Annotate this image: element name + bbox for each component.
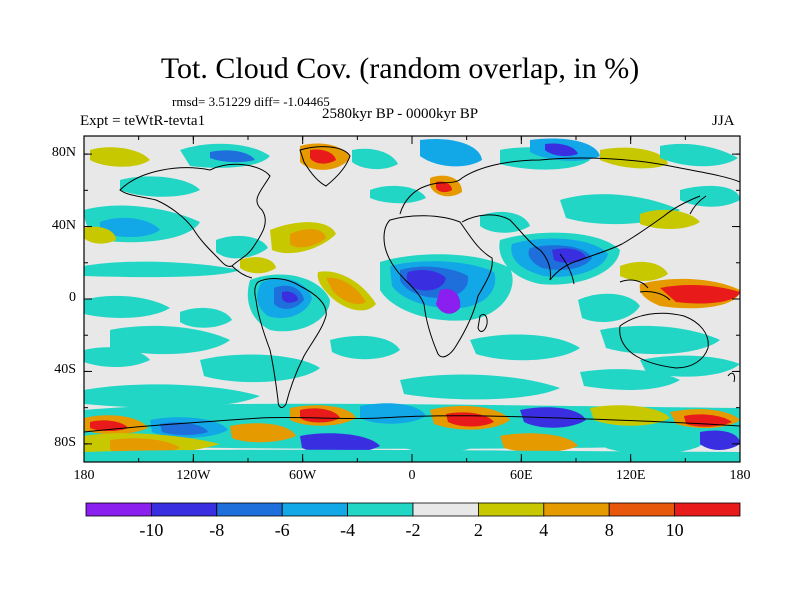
colorbar-swatch [150, 502, 218, 517]
colorbar-swatch [216, 502, 283, 517]
y-tick-label: 80S [54, 434, 76, 450]
axis-ticks [83, 136, 741, 462]
plot-title: Tot. Cloud Cov. (random overlap, in %) [160, 52, 640, 85]
y-tick-label: 0 [69, 290, 76, 305]
colorbar [85, 502, 741, 517]
colorbar-swatch [477, 502, 545, 517]
colorbar-swatch [281, 502, 349, 517]
y-tick-label: 40N [51, 217, 76, 233]
colorbar-tick-label: 2 [473, 520, 483, 540]
colorbar-swatch [412, 502, 479, 517]
season-label: JJA [712, 113, 735, 129]
colorbar-tick-label: -4 [340, 520, 356, 540]
colorbar-tick-label: -2 [405, 520, 421, 540]
x-tick-label: 60E [510, 468, 533, 483]
colorbar-tick-label: 8 [604, 520, 614, 540]
period-label: 2580kyr BP - 0000kyr BP [322, 106, 479, 122]
colorbar-swatch [347, 502, 414, 517]
colorbar-swatch [674, 502, 741, 517]
colorbar-swatch [543, 502, 610, 517]
colorbar-tick-label: -8 [209, 520, 225, 540]
x-tick-label: 120W [176, 468, 211, 483]
colorbar-tick-label: -6 [274, 520, 290, 540]
x-tick-label: 180 [73, 468, 95, 483]
x-tick-label: 120E [615, 468, 646, 483]
x-tick-label: 180 [729, 468, 751, 483]
colorbar-tick-label: -10 [139, 520, 164, 540]
colorbar-tick-label: 4 [539, 520, 549, 540]
x-tick-label: 60W [289, 468, 317, 483]
y-tick-label: 40S [54, 362, 76, 378]
experiment-label: Expt = teWtR-tevta1 [80, 113, 206, 129]
colorbar-swatch [85, 502, 152, 517]
y-tick-label: 80N [51, 145, 76, 161]
coastlines [84, 146, 740, 433]
colorbar-tick-label: 10 [665, 520, 684, 540]
x-tick-label: 0 [408, 468, 416, 483]
stats-text: rmsd= 3.51229 diff= -1.04465 [172, 94, 330, 109]
colorbar-swatch [608, 502, 676, 517]
